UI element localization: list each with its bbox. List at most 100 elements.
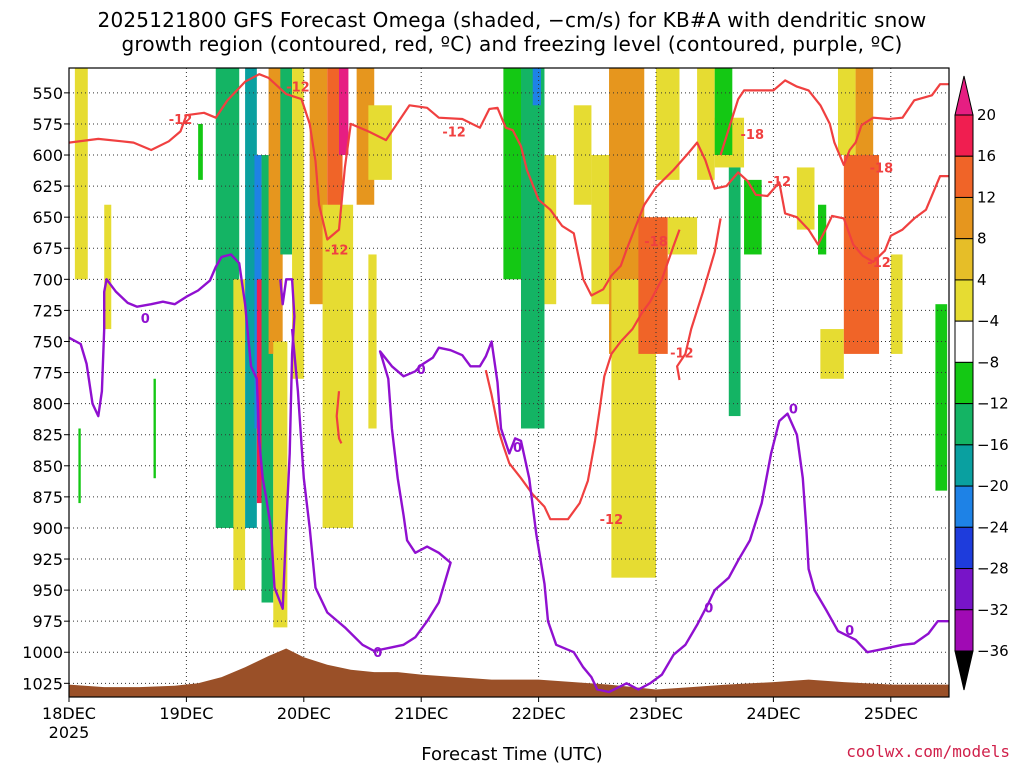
omega-cell-3 — [153, 378, 156, 479]
colorbar-level-9: −20 — [977, 477, 1009, 495]
omega-cell-0 — [74, 68, 88, 280]
colorbar-swatch-8 — [954, 444, 974, 487]
omega-cell-43 — [855, 68, 874, 156]
omega-cell-10 — [261, 155, 274, 603]
dendritic-contour-3 — [719, 79, 949, 167]
contour-label-8: -12 — [768, 175, 792, 190]
y-tick-label-975: 975 — [32, 612, 63, 631]
colorbar-swatch-6 — [954, 361, 974, 405]
contour-label-6: -12 — [600, 513, 624, 528]
x-tick-label-19DEC: 19DEC — [159, 704, 213, 723]
y-tick-label-675: 675 — [32, 239, 63, 258]
omega-cell-1 — [78, 428, 81, 504]
contour-label-15: 0 — [704, 601, 713, 616]
contour-label-1: -12 — [286, 81, 310, 96]
omega-cell-35 — [714, 68, 733, 156]
source-credit[interactable]: coolwx.com/models — [846, 742, 1010, 761]
colorbar-swatch-2 — [954, 196, 974, 240]
colorbar-level-4: 4 — [977, 271, 987, 289]
y-tick-label-550: 550 — [32, 84, 63, 103]
colorbar-swatch-11 — [954, 568, 974, 611]
colorbar-swatch-3 — [954, 238, 974, 281]
x-tick-label-18DEC: 18DEC — [42, 704, 96, 723]
colorbar-level-6: −8 — [977, 353, 999, 371]
contour-label-3: -12 — [442, 125, 466, 140]
omega-cell-17 — [339, 68, 349, 156]
omega-cell-18 — [322, 204, 354, 528]
contour-label-14: 0 — [513, 441, 522, 456]
omega-cell-7 — [245, 68, 257, 528]
colorbar: 20 16 12 8 4 −4 −8 −12 −16 −20 −24 −28 −32 −36 — [954, 75, 1009, 691]
y-tick-label-725: 725 — [32, 301, 63, 320]
colorbar-level-10: −24 — [977, 518, 1009, 536]
colorbar-level-1: 16 — [977, 147, 996, 165]
freezing-contour-0 — [69, 253, 296, 610]
omega-cell-11 — [268, 68, 283, 354]
contour-label-4: -18 — [644, 235, 668, 250]
omega-cell-20 — [368, 105, 392, 180]
dendritic-contour-1 — [484, 229, 681, 521]
y-tick-label-825: 825 — [32, 426, 63, 445]
colorbar-swatch-4 — [954, 279, 974, 322]
omega-cell-45 — [935, 304, 948, 491]
colorbar-level-13: −36 — [977, 642, 1009, 660]
x-tick-label-20DEC: 20DEC — [277, 704, 331, 723]
omega-cell-6 — [233, 279, 246, 591]
omega-cell-39 — [818, 204, 827, 255]
omega-cell-31 — [656, 68, 680, 180]
omega-cell-21 — [368, 254, 377, 429]
y-tick-label-750: 750 — [32, 332, 63, 351]
chart-title-line-2: growth region (contoured, red, ºC) and f… — [121, 32, 903, 56]
colorbar-swatch-0 — [954, 114, 974, 157]
contour-label-12: 0 — [373, 646, 382, 661]
terrain-fill — [69, 648, 949, 697]
x-tick-label-21DEC: 21DEC — [394, 704, 448, 723]
plot-frame — [68, 67, 950, 698]
omega-cell-36 — [728, 167, 741, 417]
omega-cell-4 — [198, 123, 203, 180]
omega-cell-44 — [890, 254, 903, 354]
colorbar-level-11: −28 — [977, 560, 1009, 578]
contour-label-0: -12 — [169, 113, 193, 128]
colorbar-level-5: −4 — [977, 312, 999, 330]
colorbar-level-3: 8 — [977, 230, 987, 248]
omega-cell-38 — [796, 167, 815, 230]
contour-label-2: -12 — [325, 243, 349, 258]
dendritic-contour-0 — [69, 73, 949, 297]
omega-cell-13 — [280, 68, 293, 255]
y-tick-label-600: 600 — [32, 146, 63, 165]
y-tick-label-575: 575 — [32, 115, 63, 134]
y-tick-label-650: 650 — [32, 208, 63, 227]
contour-layer — [69, 73, 949, 694]
contour-label-16: 0 — [789, 403, 798, 418]
colorbar-swatch-1 — [954, 155, 974, 198]
y-tick-label-1000: 1000 — [22, 643, 63, 662]
y-tick-label-1025: 1025 — [22, 674, 63, 693]
colorbar-bottom-arrow — [954, 650, 974, 691]
colorbar-level-7: −12 — [977, 395, 1009, 413]
colorbar-level-12: −32 — [977, 601, 1009, 619]
y-tick-label-800: 800 — [32, 395, 63, 414]
contour-label-7: -18 — [741, 128, 765, 143]
x-axis-label: Forecast Time (UTC) — [421, 744, 603, 765]
x-tick-label-25DEC: 25DEC — [864, 704, 918, 723]
contour-label-13: 0 — [417, 363, 426, 378]
y-tick-label-850: 850 — [32, 457, 63, 476]
y-tick-label-875: 875 — [32, 488, 63, 507]
omega-cell-40 — [820, 329, 844, 379]
omega-cell-37 — [744, 179, 762, 255]
freezing-contour-1 — [290, 328, 949, 694]
y-tick-label-625: 625 — [32, 177, 63, 196]
contour-label-10: -12 — [867, 256, 891, 271]
axes-layer: 550 575 600 625 650 675 700 725 750 775 800 825 850 8… — [22, 84, 918, 742]
chart-title-line-1: 2025121800 GFS Forecast Omega (shaded, −… — [97, 8, 927, 32]
omega-cell-30 — [638, 217, 668, 354]
dendritic-contour-2 — [675, 218, 722, 381]
omega-cell-25 — [544, 155, 557, 305]
contour-label-11: 0 — [141, 312, 150, 327]
x-tick-label-23DEC: 23DEC — [629, 704, 683, 723]
y-tick-label-700: 700 — [32, 270, 63, 289]
y-tick-label-900: 900 — [32, 519, 63, 538]
omega-cell-14 — [292, 68, 304, 379]
